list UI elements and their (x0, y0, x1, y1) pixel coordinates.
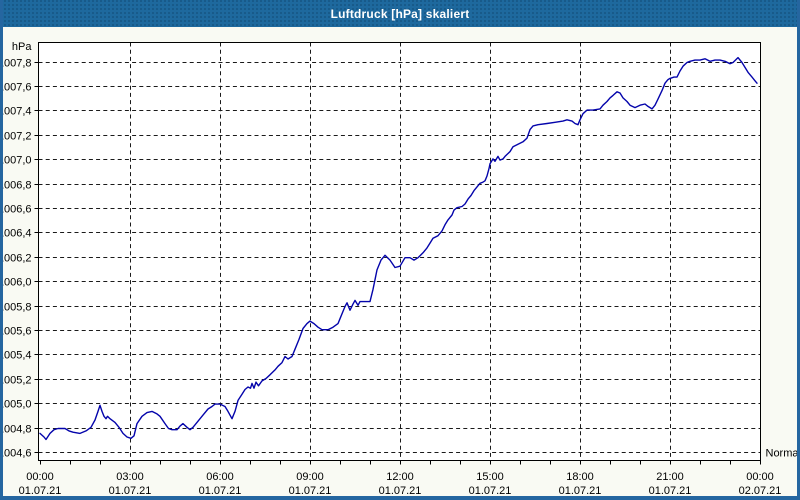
x-tick-date-label: 02.07.21 (739, 485, 782, 497)
x-tick-date-label: 01.07.21 (19, 485, 62, 497)
y-tick-label: 1004,8 (0, 424, 32, 436)
pressure-series-line (39, 56, 758, 441)
x-axis-labels: 00:00 01.07.21 03:00 01.07.21 06:00 01.07.21 0… (19, 471, 782, 497)
x-tick-date-label: 01.07.21 (109, 485, 152, 497)
plot-frame (38, 42, 761, 461)
grid-lines (38, 42, 761, 461)
x-tick-time-label: 00:00 (746, 471, 774, 483)
x-tick-time-label: 03:00 (116, 471, 144, 483)
y-axis-labels: hPa 1004,6 1004,8 1005,0 1005,2 1005,4 1005,6 1… (0, 41, 32, 460)
x-tick-time-label: 06:00 (206, 471, 234, 483)
y-tick-label: 1005,4 (0, 350, 32, 362)
y-tick-label: 1006,8 (0, 180, 32, 192)
x-tick-time-label: 18:00 (566, 471, 594, 483)
y-tick-label: 1007,6 (0, 82, 32, 94)
x-tick-time-label: 15:00 (476, 471, 504, 483)
y-tick-label: 1006,6 (0, 204, 32, 216)
x-tick-date-label: 01.07.21 (649, 485, 692, 497)
x-tick-time-label: 00:00 (26, 471, 54, 483)
y-tick-label: 1005,2 (0, 375, 32, 387)
y-tick-label: 1005,0 (0, 399, 32, 411)
y-tick-label: 1007,8 (0, 58, 32, 70)
axis-ticks (34, 62, 761, 465)
x-tick-date-label: 01.07.21 (379, 485, 422, 497)
x-tick-date-label: 01.07.21 (469, 485, 512, 497)
normal-reference-label: Normal (766, 448, 800, 460)
x-tick-date-label: 01.07.21 (559, 485, 602, 497)
y-tick-label: 1004,6 (0, 448, 32, 460)
plot-area (38, 42, 761, 461)
y-axis-unit-label: hPa (12, 41, 32, 53)
x-tick-date-label: 01.07.21 (289, 485, 332, 497)
y-tick-label: 1007,0 (0, 155, 32, 167)
y-tick-label: 1006,0 (0, 277, 32, 289)
y-tick-label: 1006,2 (0, 253, 32, 265)
y-tick-label: 1007,4 (0, 106, 32, 118)
x-tick-time-label: 09:00 (296, 471, 324, 483)
x-tick-date-label: 01.07.21 (199, 485, 242, 497)
x-tick-time-label: 21:00 (656, 471, 684, 483)
x-tick-time-label: 12:00 (386, 471, 414, 483)
window-titlebar[interactable]: Luftdruck [hPa] skaliert (3, 0, 797, 27)
window-title: Luftdruck [hPa] skaliert (330, 6, 470, 21)
y-tick-label: 1007,2 (0, 131, 32, 143)
y-tick-label: 1006,4 (0, 228, 32, 240)
y-tick-label: 1005,8 (0, 302, 32, 314)
y-tick-label: 1005,6 (0, 326, 32, 338)
